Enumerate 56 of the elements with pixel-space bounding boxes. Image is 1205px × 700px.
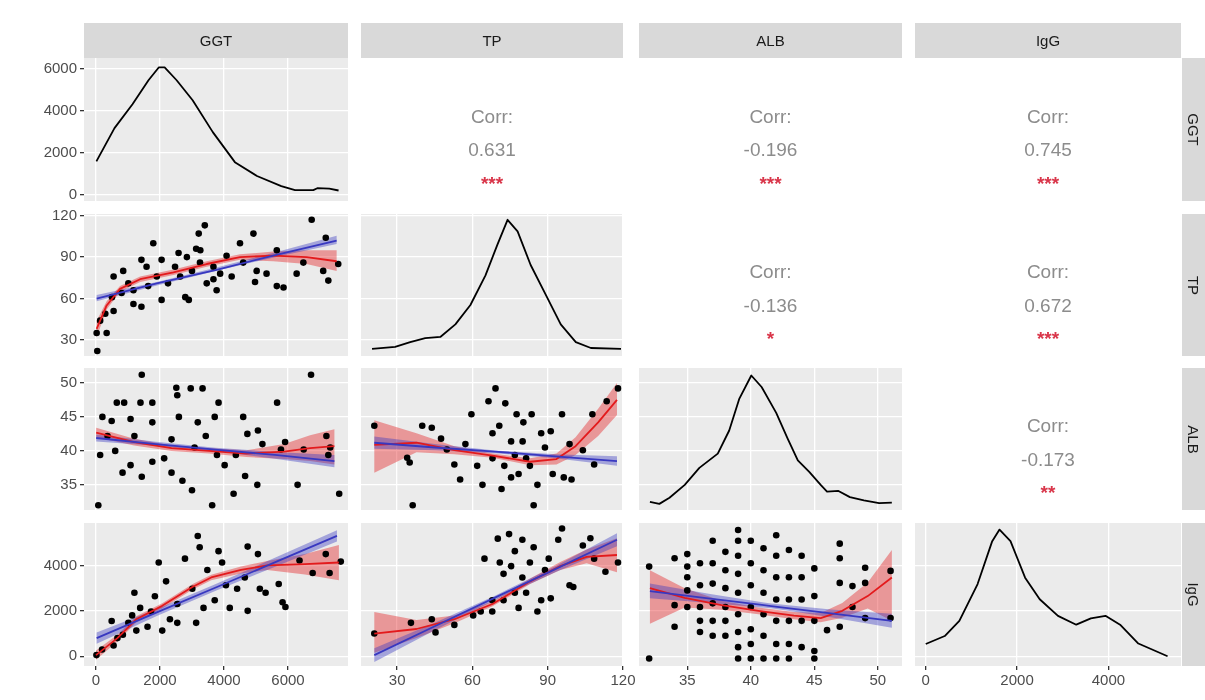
y-tick-label: 30 [60,330,77,348]
x-tick-label: 40 [742,671,760,689]
x-tick-label: 45 [805,671,823,689]
y-tick-label: 0 [68,646,77,664]
text: *** [1035,327,1061,350]
x-tick-label: 4000 [1091,671,1126,689]
text: -0.196 [742,139,799,162]
text: Corr: [469,105,515,128]
x-tick-label: 90 [539,671,557,689]
x-tick-label: 35 [678,671,696,689]
text: *** [1035,172,1061,195]
x-tick-label: 50 [869,671,887,689]
text: * [765,327,776,350]
y-tick-label: 4000 [43,101,77,119]
text: Corr: [1025,261,1071,284]
x-tick-label: 2000 [1000,671,1034,689]
text: -0.136 [742,294,799,317]
text: ** [1039,481,1057,504]
text: *** [479,172,505,195]
text: Corr: [748,261,793,284]
text: Corr: [1025,105,1071,128]
text: ALB [1185,424,1203,454]
text: -0.173 [1020,448,1076,471]
text: *** [758,172,783,195]
text: Corr: [1025,415,1071,438]
text: ALB [639,23,902,58]
y-tick-label: 4000 [43,555,77,573]
y-tick-label: 50 [60,373,77,391]
x-tick-label: 30 [388,671,406,689]
y-tick-label: 0 [68,185,77,203]
text: GGT [1185,113,1202,146]
text: IgG [915,23,1181,58]
y-tick-label: 2000 [43,600,77,618]
chart-title: GGT [84,23,348,58]
y-tick-label: 6000 [43,59,77,77]
x-tick-label: 120 [610,671,636,689]
x-tick-label: 6000 [271,671,305,689]
y-tick-label: 60 [60,288,77,306]
text: TP [1184,275,1202,295]
x-tick-label: 2000 [143,671,177,689]
y-tick-label: 35 [60,475,77,492]
x-tick-label: 0 [921,671,930,689]
x-tick-label: 4000 [207,671,241,689]
text: Corr: [748,105,793,128]
y2-axis-title: IgG [1185,582,1202,607]
y-tick-label: 120 [51,205,77,223]
text: 0.745 [1023,139,1073,162]
x-tick-label: 60 [464,671,481,689]
x-tick-label: 0 [91,671,101,689]
text: 0.631 [467,139,517,162]
text: 0.672 [1023,294,1073,317]
y-tick-label: 2000 [43,143,77,161]
y-tick-label: 45 [60,407,77,425]
y-tick-label: 40 [60,441,77,459]
text: TP [361,23,623,58]
y-tick-label: 90 [60,247,77,265]
